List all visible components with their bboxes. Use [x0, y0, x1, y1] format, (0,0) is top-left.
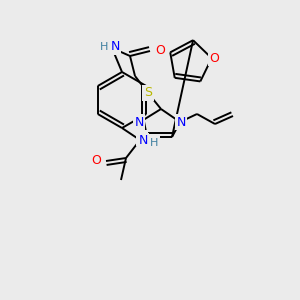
Text: O: O	[91, 154, 101, 167]
Text: N: N	[176, 116, 186, 128]
Text: N: N	[134, 116, 144, 128]
Text: S: S	[144, 86, 152, 100]
Text: N: N	[137, 131, 147, 145]
Text: O: O	[155, 44, 165, 58]
Text: H: H	[150, 138, 158, 148]
Text: H: H	[100, 42, 108, 52]
Text: O: O	[210, 52, 220, 65]
Text: N: N	[110, 40, 120, 53]
Text: N: N	[138, 134, 148, 148]
